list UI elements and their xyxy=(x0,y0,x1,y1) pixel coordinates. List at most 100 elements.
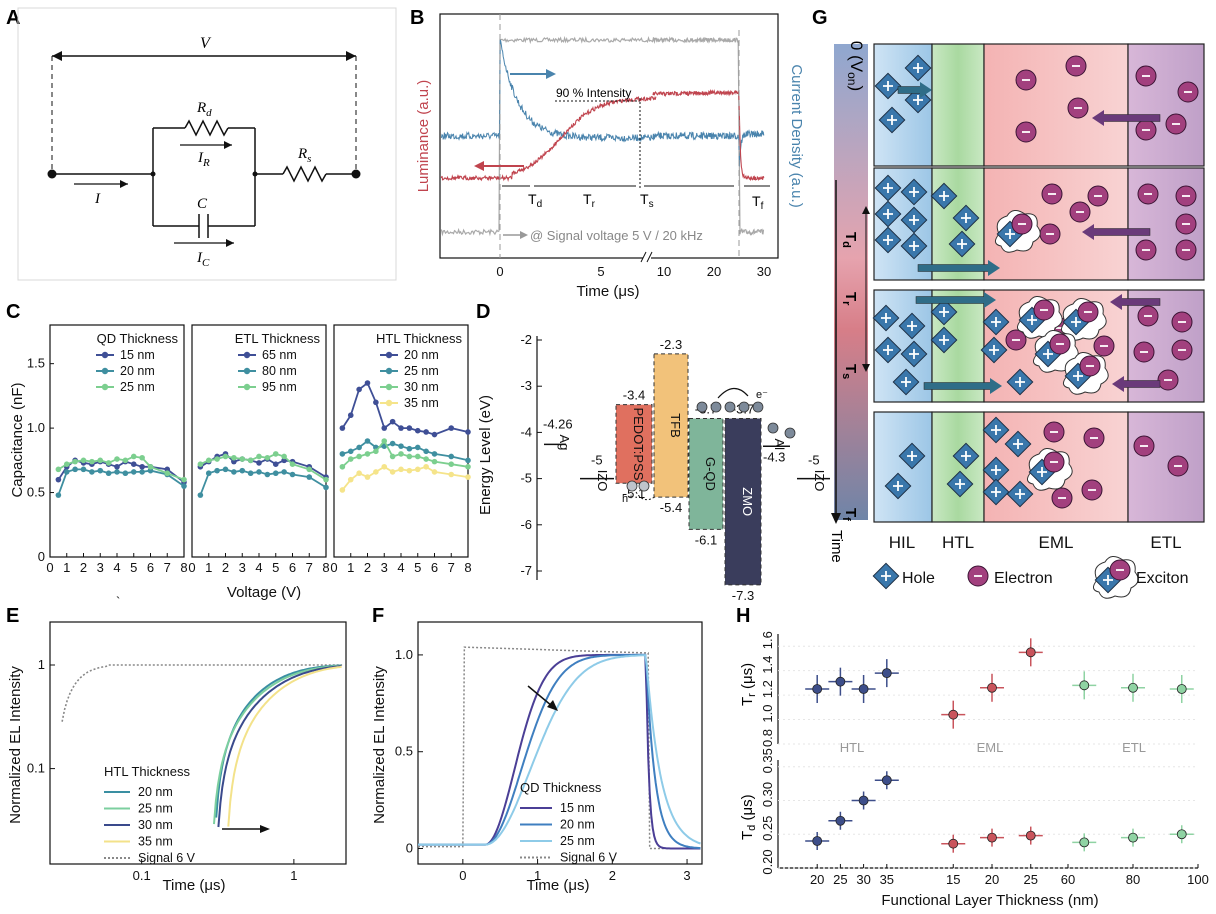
e-legend-label: 25 nm xyxy=(138,802,173,816)
d-layer-bottom: -5.4 xyxy=(660,500,682,515)
c-point xyxy=(423,463,429,470)
hole-plus xyxy=(1015,489,1025,499)
g-sub-arrow-down xyxy=(862,364,870,372)
c-xtick-label: 4 xyxy=(397,560,404,575)
c-point xyxy=(164,466,171,473)
d-ytick-label: -3 xyxy=(520,378,532,393)
c-xtick-label: 0 xyxy=(330,560,337,575)
c-xtick-label: 3 xyxy=(381,560,388,575)
c-point xyxy=(339,463,346,470)
e-ylabel: Normalized EL Intensity xyxy=(7,666,24,824)
node-left xyxy=(150,171,156,177)
flow-arrow-head xyxy=(984,292,996,308)
h-xtick-label: 80 xyxy=(1126,872,1140,887)
b-current-trace-2 xyxy=(652,129,765,167)
g-layer-cell xyxy=(931,167,985,281)
hole-plus xyxy=(1037,467,1047,477)
hole-plus xyxy=(939,191,949,201)
g-tr: Tr xyxy=(840,292,859,306)
flow-arrow-head xyxy=(990,378,1002,394)
f-ytick-label: 0 xyxy=(406,841,413,856)
g-time-label: Time xyxy=(828,530,845,563)
c-point xyxy=(389,469,396,475)
e-ytick-label: 1 xyxy=(38,657,45,672)
panel-label-f: F xyxy=(372,605,384,627)
c-xtick-label: 3 xyxy=(239,560,246,575)
f-xtick-label: 2 xyxy=(609,868,616,883)
c-legend-label: 80 nm xyxy=(262,364,297,378)
c-point xyxy=(130,469,137,475)
d-layer-name: TFB xyxy=(668,413,683,438)
c-series-line xyxy=(341,465,469,491)
g-layer-cell xyxy=(931,43,985,167)
c-point xyxy=(423,448,429,455)
c-point xyxy=(465,457,471,464)
f-series-signal xyxy=(418,646,702,850)
hole-plus xyxy=(991,487,1001,497)
c-xtick-label: 7 xyxy=(306,560,313,575)
b-tf: Tf xyxy=(752,193,764,212)
d-ytick-label: -7 xyxy=(520,563,532,578)
hole-plus xyxy=(883,209,893,219)
c-point xyxy=(398,425,404,431)
c-point xyxy=(465,429,471,435)
c-xtick-label: 0 xyxy=(46,560,53,575)
c-point xyxy=(339,425,346,431)
c-xtick-label: 2 xyxy=(364,560,371,575)
h-xlabel: Functional Layer Thickness (nm) xyxy=(881,892,1098,909)
hole-plus xyxy=(961,213,971,223)
h-point xyxy=(812,836,823,846)
c-point xyxy=(406,453,413,460)
panel-label-g: G xyxy=(812,7,828,29)
c-point xyxy=(197,492,204,498)
g-td: Td xyxy=(840,232,859,248)
b-tr: Tr xyxy=(583,191,596,210)
b-break-bg xyxy=(643,250,651,264)
c-point xyxy=(272,451,279,457)
c-point xyxy=(231,458,237,465)
panel-h: H Tr (μs) Td (μs) 0.8 1.0 1.2 1.4 1.6 0.20 0.2… xyxy=(736,605,1209,909)
d-electron-dot xyxy=(767,422,779,434)
b-ylabel-left: Luminance (a.u.) xyxy=(415,80,432,193)
c-point xyxy=(398,451,404,457)
d-ytick-label: -6 xyxy=(520,517,532,532)
c-frame-2 xyxy=(333,324,469,558)
h-xtick-label: 25 xyxy=(1024,872,1038,887)
h-xtick-label: 35 xyxy=(880,872,894,887)
hole-plus xyxy=(909,349,919,359)
flow-arrow-body xyxy=(897,86,923,94)
h-bot-ytick: 0.35 xyxy=(760,748,775,773)
d-e-label: e⁻ xyxy=(756,389,768,401)
b-break-2 xyxy=(646,251,653,263)
c-point xyxy=(63,469,70,475)
g-layer-cell xyxy=(873,411,933,523)
f-legend-label: 15 nm xyxy=(560,801,595,815)
e-legend-label: Signal 6 V xyxy=(138,851,196,865)
c-point xyxy=(89,458,95,465)
d-electron-dot xyxy=(738,401,750,413)
h-body: 0.8 1.0 1.2 1.4 1.6 0.20 0.25 0.30 0.35 20 25 30 35 1… xyxy=(760,631,1209,887)
c-legend-label: 15 nm xyxy=(120,348,155,362)
c-point xyxy=(89,469,95,475)
c-point xyxy=(272,461,279,468)
c-legend-marker xyxy=(385,351,393,359)
d-ylabel: Energy Level (eV) xyxy=(477,395,494,515)
c-point xyxy=(181,483,187,489)
e-series-line xyxy=(213,664,342,825)
g-legend-electron: Electron xyxy=(994,570,1053,587)
b-traces xyxy=(440,35,765,237)
c-ytick-label: 0 xyxy=(38,549,45,564)
h-xtick-label: 20 xyxy=(985,872,999,887)
c-legend-marker xyxy=(243,367,251,375)
panel-label-d: D xyxy=(476,301,490,323)
h-bot-ytick: 0.20 xyxy=(760,849,775,874)
panel-label-h: H xyxy=(736,605,750,627)
c-point xyxy=(431,451,438,457)
e-xlabel: Time (μs) xyxy=(162,877,225,894)
h-point xyxy=(1025,647,1036,658)
flow-arrow-body xyxy=(923,382,993,390)
c-point xyxy=(306,474,313,480)
c-point xyxy=(431,431,438,438)
h-xtick-label: 15 xyxy=(946,872,960,887)
